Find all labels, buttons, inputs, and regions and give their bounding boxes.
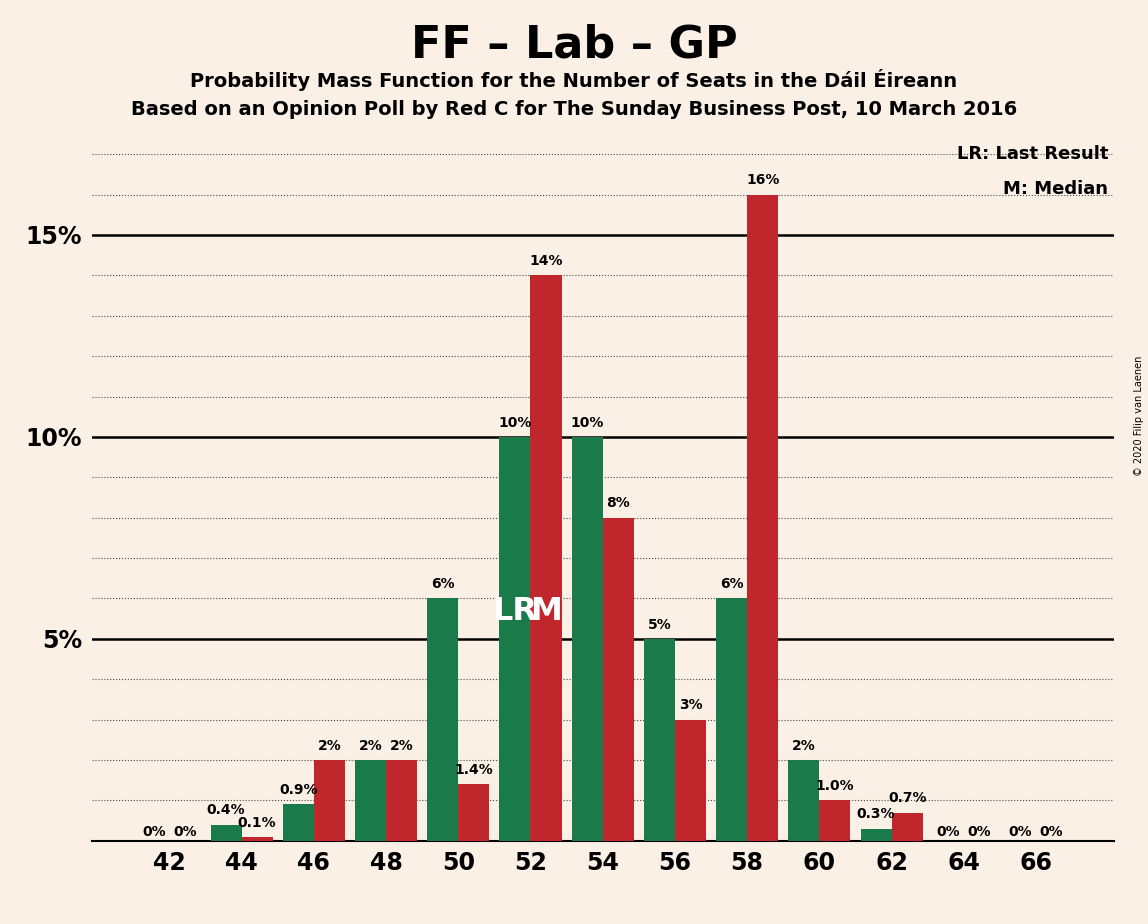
- Bar: [747, 195, 778, 841]
- Text: 1.0%: 1.0%: [815, 779, 854, 793]
- Text: 3%: 3%: [678, 699, 703, 712]
- Text: 2%: 2%: [792, 739, 816, 753]
- Text: 2%: 2%: [318, 739, 341, 753]
- Bar: [572, 437, 603, 841]
- Text: 1.4%: 1.4%: [455, 763, 494, 777]
- Bar: [499, 437, 530, 841]
- Text: 2%: 2%: [358, 739, 382, 753]
- Text: 0%: 0%: [142, 825, 165, 839]
- Bar: [716, 599, 747, 841]
- Text: FF – Lab – GP: FF – Lab – GP: [411, 23, 737, 67]
- Bar: [530, 275, 561, 841]
- Text: 0%: 0%: [1040, 825, 1063, 839]
- Text: M: Median: M: Median: [1003, 180, 1109, 198]
- Bar: [892, 812, 923, 841]
- Text: 5%: 5%: [647, 617, 672, 632]
- Bar: [603, 517, 634, 841]
- Bar: [789, 760, 820, 841]
- Text: 14%: 14%: [529, 254, 563, 268]
- Bar: [458, 784, 489, 841]
- Text: 10%: 10%: [571, 416, 604, 430]
- Text: © 2020 Filip van Laenen: © 2020 Filip van Laenen: [1134, 356, 1143, 476]
- Text: Probability Mass Function for the Number of Seats in the Dáil Éireann: Probability Mass Function for the Number…: [191, 69, 957, 91]
- Text: 0.4%: 0.4%: [207, 803, 246, 818]
- Text: Based on an Opinion Poll by Red C for The Sunday Business Post, 10 March 2016: Based on an Opinion Poll by Red C for Th…: [131, 100, 1017, 119]
- Text: 0.7%: 0.7%: [887, 791, 926, 806]
- Bar: [644, 638, 675, 841]
- Text: 16%: 16%: [746, 174, 779, 188]
- Text: 0%: 0%: [173, 825, 196, 839]
- Text: 10%: 10%: [498, 416, 532, 430]
- Bar: [386, 760, 417, 841]
- Bar: [861, 829, 892, 841]
- Bar: [820, 800, 851, 841]
- Text: 2%: 2%: [389, 739, 413, 753]
- Text: LR: LR: [492, 596, 537, 626]
- Text: 6%: 6%: [720, 578, 744, 591]
- Bar: [241, 837, 272, 841]
- Text: 0.1%: 0.1%: [238, 816, 277, 830]
- Text: M: M: [530, 596, 561, 626]
- Bar: [675, 720, 706, 841]
- Bar: [313, 760, 344, 841]
- Text: 0.9%: 0.9%: [279, 784, 318, 797]
- Text: 0%: 0%: [1009, 825, 1032, 839]
- Text: 8%: 8%: [606, 496, 630, 510]
- Bar: [355, 760, 386, 841]
- Text: LR: Last Result: LR: Last Result: [957, 144, 1109, 163]
- Bar: [282, 805, 313, 841]
- Text: 0%: 0%: [937, 825, 960, 839]
- Bar: [427, 599, 458, 841]
- Text: 0%: 0%: [968, 825, 991, 839]
- Text: 0.3%: 0.3%: [856, 808, 895, 821]
- Bar: [210, 825, 241, 841]
- Text: 6%: 6%: [430, 578, 455, 591]
